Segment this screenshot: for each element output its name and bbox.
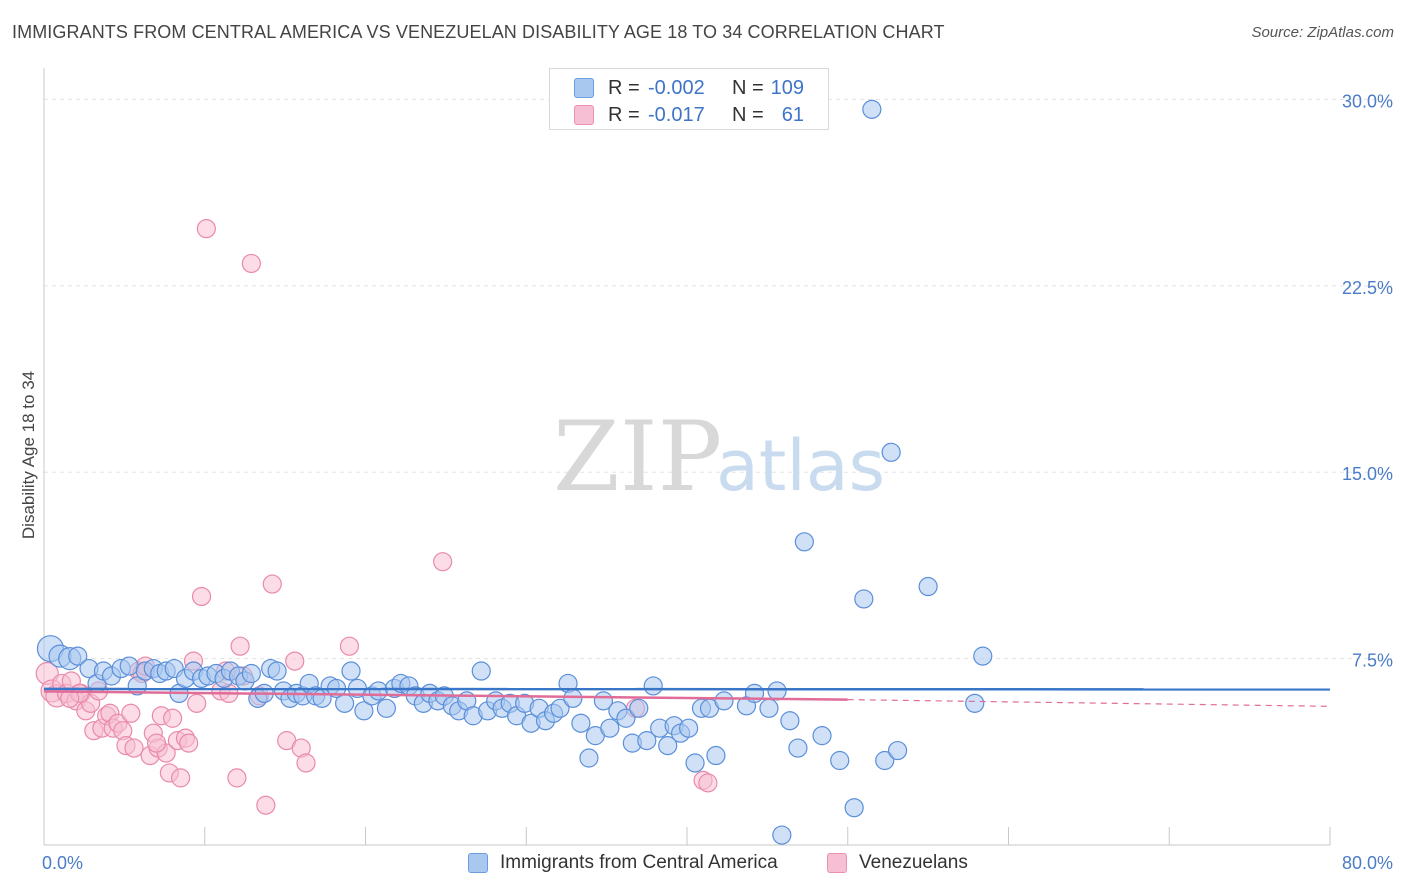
venezuelans-point [241,253,261,274]
central-america-point [241,663,261,684]
central-america-point [341,661,361,681]
central-america-point [772,825,792,845]
y-tick-label: 30.0% [1342,91,1393,111]
central-america-point [643,676,663,696]
central-america-point [875,750,895,771]
series-legend-swatch-central-america [468,853,488,873]
central-america-point [918,576,938,597]
central-america-point [658,735,678,756]
legend-r-label: R = [608,104,640,126]
watermark-atlas: atlas [716,425,885,507]
legend-n-label: N = [732,77,764,99]
legend-r-value-venezuelans: -0.017 [648,104,705,126]
venezuelans-trend-line [43,690,848,701]
central-america-point [119,656,139,676]
venezuelans-point [171,768,191,788]
x-axis-ticks [204,827,1331,845]
series-legend-swatch-venezuelans [827,853,847,873]
chart-title: IMMIGRANTS FROM CENTRAL AMERICA VS VENEZ… [12,22,945,42]
legend-r-value-central-america: -0.002 [648,77,705,99]
central-america-point [571,713,591,733]
venezuelans-point [339,636,360,656]
central-america-point [812,726,832,746]
legend-swatch-venezuelans [574,105,594,125]
venezuelans-point [296,753,316,773]
venezuelans-point [227,768,247,788]
trend-lines [43,687,1331,707]
legend-row-venezuelans: R = -0.017 N = 61 [550,102,828,128]
venezuelans-point [698,773,718,793]
y-axis-label: Disability Age 18 to 34 [19,371,38,539]
central-america-point [679,718,699,738]
central-america-point [637,731,657,751]
central-america-point [600,718,620,738]
venezuelans-point [196,219,216,239]
venezuelans-point [121,703,141,723]
venezuelans-point [230,636,250,656]
central-america-point [685,753,705,773]
watermark-zip: ZIP [553,401,722,513]
venezuelans-point [433,552,453,572]
central-america-point [759,698,779,718]
central-america-point [844,798,864,818]
central-america-point [714,691,734,711]
correlation-legend: R = -0.002 N = 109 R = -0.017 N = 61 [549,68,829,130]
source-label: Source: ZipAtlas.com [1251,24,1394,41]
watermark: ZIP atlas [553,401,885,513]
central-america-point [854,589,874,609]
central-america-point [127,676,147,696]
central-america-point [616,708,636,728]
central-america-point [550,698,570,718]
central-america-point [563,688,583,708]
y-axis-tick-labels: 7.5% 15.0% 22.5% 30.0% [1342,91,1393,670]
central-america-point [579,748,599,768]
y-tick-label: 7.5% [1352,651,1393,671]
central-america-point [862,99,882,119]
legend-swatch-central-america [574,78,594,98]
y-tick-label: 22.5% [1342,278,1393,298]
venezuelans-point [256,795,276,815]
central-america-point [354,701,374,721]
x-tick-label-max: 80.0% [1342,853,1393,873]
central-america-point [471,661,491,681]
central-america-point [767,681,787,701]
venezuelans-point [191,586,212,607]
grid-lines [44,98,1393,660]
central-america-point [706,745,726,766]
venezuelans-point [179,733,199,753]
central-america-point [267,661,287,681]
venezuelans-points [35,219,718,815]
central-america-point [881,442,901,462]
series-legend-label-central-america: Immigrants from Central America [500,852,778,873]
central-america-point [780,711,800,731]
central-america-point [788,738,808,758]
central-america-point [376,698,396,718]
series-legend: Immigrants from Central America Venezuel… [0,852,1406,878]
central-america-point [629,698,649,718]
y-tick-label: 15.0% [1342,464,1393,484]
legend-n-label: N = [732,104,764,126]
central-america-point [965,693,985,713]
legend-row-central-america: R = -0.002 N = 109 [550,75,828,101]
central-america-point [68,646,88,666]
legend-n-value-central-america: 109 [770,77,804,99]
central-america-point [830,750,850,771]
series-legend-label-venezuelans: Venezuelans [859,852,968,873]
venezuelans-point [285,651,305,671]
central-america-point [887,740,908,761]
venezuelans-point [262,574,282,594]
central-america-point [335,693,355,713]
venezuelans-trend-extension [847,699,1331,707]
legend-r-label: R = [608,77,640,99]
venezuelans-point [163,708,183,728]
venezuelans-point [146,733,167,753]
venezuelans-point [124,738,144,758]
central-america-point [973,646,993,666]
central-america-point [794,532,814,552]
central-america-point [368,681,388,701]
legend-n-value-venezuelans: 61 [781,104,804,126]
x-tick-label-min: 0.0% [42,853,83,873]
venezuelans-point [187,693,207,713]
